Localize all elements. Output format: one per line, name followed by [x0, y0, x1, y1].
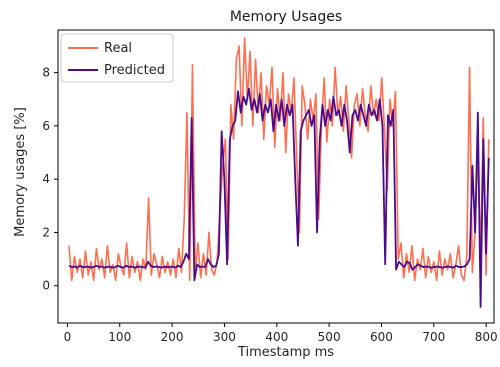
- y-tick-label: 6: [42, 119, 50, 133]
- y-axis: 0 2 4 6 8: [42, 66, 58, 293]
- x-tick-label: 0: [64, 330, 72, 344]
- series-line-predicted: [68, 87, 490, 308]
- x-tick-label: 500: [318, 330, 341, 344]
- x-tick-label: 700: [422, 330, 445, 344]
- x-tick-label: 300: [213, 330, 236, 344]
- x-tick-label: 800: [475, 330, 498, 344]
- plot-frame: [57, 29, 495, 324]
- legend-label-predicted: Predicted: [104, 63, 165, 78]
- x-axis: 0 100 200 300 400 500 600 700 800: [64, 323, 498, 344]
- y-tick-label: 2: [42, 225, 50, 239]
- y-axis-title: Memory usages [%]: [13, 107, 28, 237]
- y-tick-label: 4: [42, 172, 50, 186]
- x-tick-label: 400: [265, 330, 288, 344]
- x-tick-label: 600: [370, 330, 393, 344]
- x-tick-label: 100: [108, 330, 131, 344]
- legend-label-real: Real: [104, 41, 132, 56]
- plot-area: [68, 37, 490, 308]
- chart-title: Memory Usages: [230, 9, 342, 25]
- y-tick-label: 8: [42, 66, 50, 80]
- legend: Real Predicted: [60, 33, 174, 83]
- y-tick-label: 0: [42, 279, 50, 293]
- x-tick-label: 200: [161, 330, 184, 344]
- x-axis-title: Timestamp ms: [237, 345, 334, 360]
